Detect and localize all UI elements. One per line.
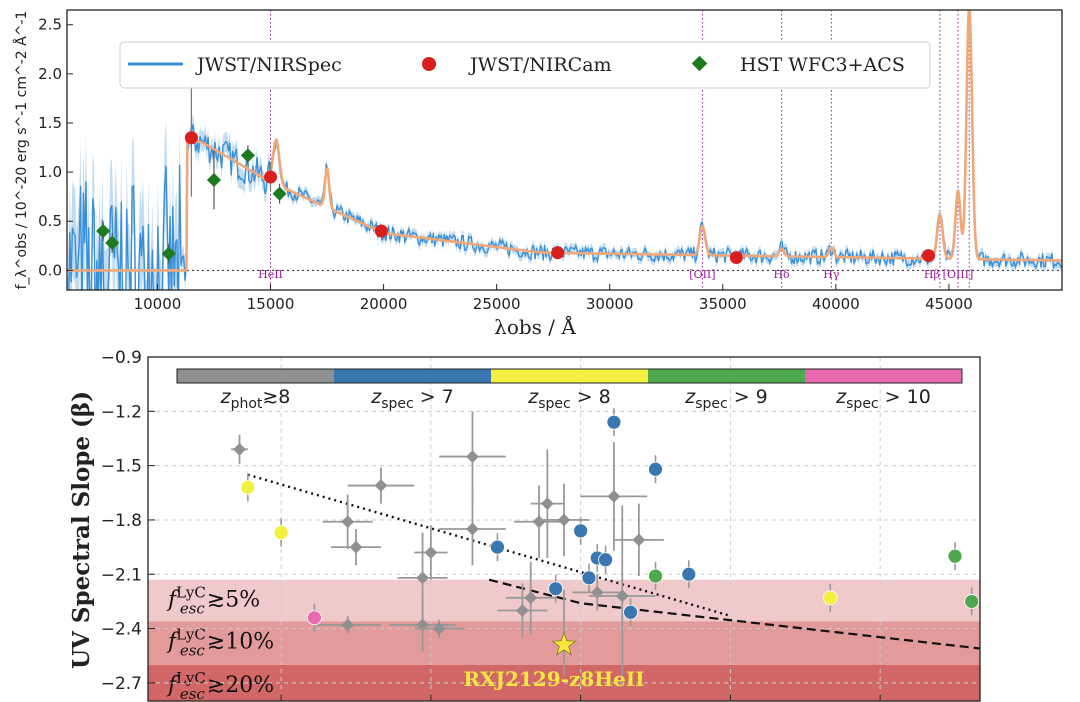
photometric-point — [374, 479, 388, 492]
hst-point — [272, 186, 287, 201]
y-tick-label: −2.7 — [101, 674, 142, 694]
spectroscopic-point — [598, 552, 613, 568]
spectrum-panel: HeII [OII] Hδ Hγ Hβ [OIII] 10000 15000 20000 250… — [38, 9, 1063, 313]
y-tick-label: −1.5 — [101, 457, 142, 477]
hst-point — [240, 148, 255, 163]
spectroscopic-point — [573, 523, 589, 539]
spectrum-legend: JWST/NIRSpec JWST/NIRCam HST WFC3+ACS — [119, 41, 931, 89]
nircam-point — [374, 224, 388, 238]
x-tick-label: 20000 — [360, 295, 408, 313]
y-tick-label: −1.8 — [101, 511, 142, 531]
nircam-point — [264, 170, 278, 184]
spectroscopic-point — [681, 566, 697, 582]
x-tick-label: 35000 — [699, 295, 747, 313]
y-tick-label: 1.5 — [38, 114, 62, 132]
spectroscopic-point — [490, 539, 505, 555]
beta-frame — [147, 356, 981, 702]
spectroscopic-point — [606, 414, 622, 430]
spectroscopic-point — [947, 548, 963, 564]
emission-line-label: Hβ — [924, 268, 940, 281]
spectroscopic-point — [648, 568, 663, 584]
y-tick-label: −2.1 — [101, 565, 142, 585]
spectroscopic-point — [623, 604, 638, 620]
y-tick-label: 0.5 — [38, 212, 62, 230]
nircam-point — [729, 251, 743, 265]
nircam-point — [922, 249, 936, 263]
legend-hst: HST WFC3+ACS — [740, 54, 905, 76]
emission-line-label: HeII — [258, 268, 283, 281]
y-tick-label: −0.9 — [101, 348, 142, 368]
emission-line-label: [OII] — [689, 268, 715, 281]
fesc-band-label: fLyC esc≳10% — [166, 625, 274, 659]
beta-ylabel: UV Spectral Slope (β) — [68, 391, 95, 669]
colorbar-label: zspec > 8 — [527, 386, 611, 412]
x-tick-label: 10000 — [134, 295, 182, 313]
colorbar-segment — [648, 369, 805, 383]
colorbar-frame — [176, 368, 963, 384]
y-tick-label: −2.4 — [101, 620, 142, 640]
spectrum-ylabel: f_λ^obs / 10^-20 erg s^-1 cm^-2 Å^-1 — [13, 11, 30, 290]
beta-panel: fLyC esc≳5% fLyC esc≳10% fLyC esc≳20% RXJ2129… — [101, 348, 981, 702]
nircam-point — [551, 246, 565, 260]
spectrum-xlabel: λobs / Å — [494, 314, 576, 339]
trend-dashed-line — [488, 578, 980, 650]
highlight-label: RXJ2129-z8HeII — [463, 667, 644, 691]
y-tick-label: 1.0 — [38, 163, 62, 181]
model-spectrum-line — [67, 10, 1062, 272]
fesc-band-label: fLyC esc≳5% — [166, 584, 260, 618]
emission-line-label: Hγ — [823, 268, 840, 281]
colorbar-label: zspec > 9 — [684, 386, 768, 412]
emission-line-label: Hδ — [773, 268, 790, 281]
fesc-band-label: fLyC esc≳20% — [166, 669, 274, 702]
colorbar-segment — [805, 369, 962, 383]
legend-nirspec: JWST/NIRSpec — [195, 54, 342, 76]
nircam-point — [184, 131, 198, 145]
spectroscopic-point — [306, 610, 322, 626]
x-tick-label: 40000 — [812, 295, 860, 313]
x-tick-label: 45000 — [925, 295, 973, 313]
colorbar-segment — [177, 369, 334, 383]
y-tick-label: 2.0 — [38, 65, 62, 83]
spectroscopic-point — [648, 461, 663, 477]
spectroscopic-point — [548, 581, 564, 597]
hst-point — [206, 172, 222, 188]
highlight-star — [551, 631, 577, 656]
legend-nircam: JWST/NIRCam — [468, 54, 612, 76]
spectroscopic-point — [964, 594, 980, 609]
colorbar-segment — [491, 369, 648, 383]
y-tick-label: 0.0 — [38, 261, 62, 279]
spectroscopic-point — [822, 590, 838, 606]
photometric-point — [466, 450, 479, 463]
colorbar-label: zphot≳8 — [220, 386, 291, 412]
spectroscopic-point — [273, 525, 289, 541]
colorbar-segment — [334, 369, 491, 383]
legend-nircam-swatch — [422, 57, 436, 71]
photometric-point — [233, 442, 246, 456]
x-tick-label: 25000 — [473, 295, 521, 313]
colorbar-label: zspec > 10 — [835, 386, 931, 412]
emission-line-label: [OIII] — [943, 268, 974, 281]
spectroscopic-point — [581, 570, 597, 586]
x-tick-label: 15000 — [247, 295, 295, 313]
colorbar-label: zspec > 7 — [370, 386, 454, 412]
x-tick-label: 30000 — [586, 295, 634, 313]
y-tick-label: −1.2 — [101, 402, 142, 422]
spectroscopic-point — [240, 479, 256, 495]
spectrum-frame — [66, 9, 1063, 291]
y-tick-label: 2.5 — [38, 16, 62, 34]
